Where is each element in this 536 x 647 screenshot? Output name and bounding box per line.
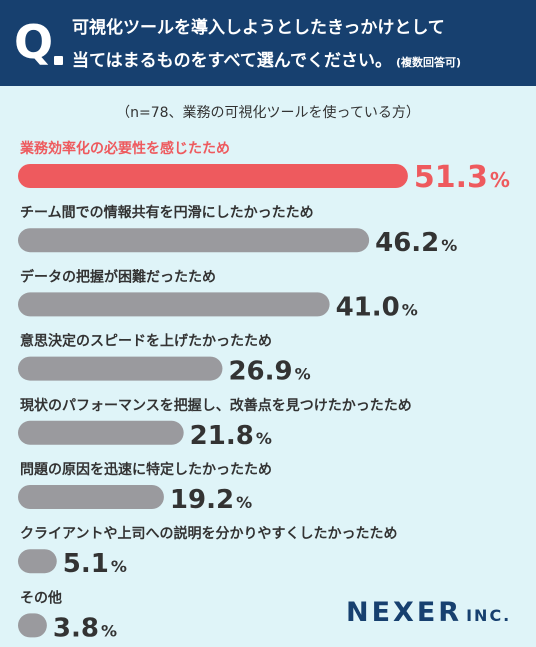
value-label: 5.1% (63, 549, 127, 579)
sample-note: （n=78、業務の可視化ツールを使っている方） (116, 105, 420, 121)
question-header: Q 可視化ツールを導入しようとしたきっかけとして 当てはまるものをすべて選んでく… (0, 0, 536, 86)
bar (18, 292, 330, 317)
category-label: 業務効率化の必要性を感じたため (19, 140, 230, 157)
value-label: 19.2% (170, 485, 252, 515)
bar (18, 613, 47, 638)
value-label: 46.2% (375, 228, 457, 258)
bar (18, 485, 164, 509)
bar (18, 420, 184, 445)
category-label: 現状のパフォーマンスを把握し、改善点を見つけたかったため (20, 397, 412, 414)
value-label: 26.9% (228, 357, 310, 387)
value-label: 3.8% (53, 613, 117, 643)
question-note: (複数回答可) (395, 56, 462, 69)
bar (18, 356, 223, 381)
question-line-1: 可視化ツールを導入しようとしたきっかけとして (72, 18, 445, 38)
category-label: 意思決定のスピードを上げたかったため (20, 333, 272, 350)
question-line-2: 当てはまるものをすべて選んでください。 (複数回答可) (72, 46, 461, 71)
question-dot (54, 56, 63, 65)
value-label: 21.8% (190, 421, 272, 451)
value-label: 41.0% (336, 292, 418, 322)
logo-main: NEXER (346, 597, 463, 628)
category-label: 問題の原因を迅速に特定したかったため (20, 461, 272, 478)
category-label: その他 (20, 589, 62, 606)
question-mark: Q (14, 15, 54, 69)
question-line-2-text: 当てはまるものをすべて選んでください。 (72, 51, 392, 71)
value-label: 51.3% (414, 160, 510, 195)
bar (18, 164, 408, 188)
category-label: クライアントや上司への説明を分かりやすくしたかったため (20, 525, 397, 542)
bar (18, 228, 370, 253)
category-label: データの把握が困難だったため (20, 268, 216, 285)
category-label: チーム間での情報共有を円滑にしたかったため (20, 204, 314, 221)
bar (18, 549, 57, 574)
nexer-logo: NEXER INC. (346, 597, 511, 628)
logo-inc: INC. (466, 606, 512, 625)
